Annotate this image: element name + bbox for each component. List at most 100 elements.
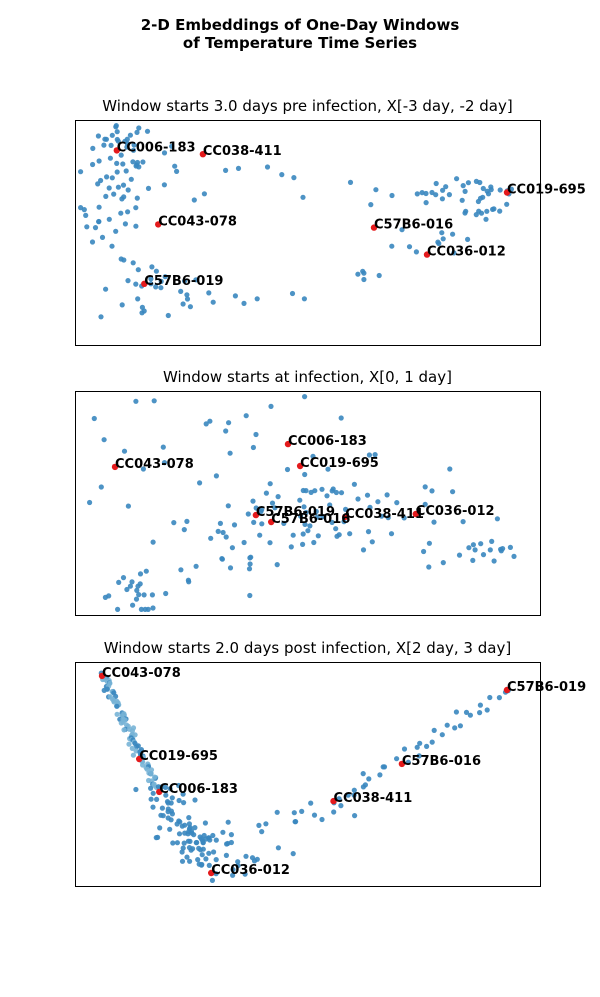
data-point	[130, 602, 136, 608]
data-point	[180, 791, 186, 797]
data-point	[274, 809, 280, 815]
data-point	[174, 168, 180, 174]
data-point	[141, 308, 147, 314]
data-point	[114, 129, 120, 135]
highlight-point	[284, 440, 292, 448]
data-point	[467, 712, 473, 718]
data-point	[450, 231, 456, 237]
highlight-point	[199, 151, 207, 158]
data-point	[331, 809, 337, 815]
data-point	[220, 829, 226, 835]
data-point	[225, 840, 231, 847]
data-point	[275, 494, 281, 500]
data-point	[120, 182, 127, 188]
data-point	[132, 732, 138, 738]
data-point	[180, 301, 186, 307]
data-point	[462, 210, 468, 216]
data-point	[125, 503, 131, 509]
data-point	[129, 745, 135, 752]
data-point	[172, 163, 178, 169]
data-point	[127, 583, 133, 589]
data-point	[253, 431, 259, 438]
data-point	[389, 192, 395, 199]
data-point	[125, 187, 131, 193]
data-point	[302, 471, 308, 478]
data-point	[290, 851, 296, 857]
data-point	[440, 187, 446, 193]
data-point	[375, 499, 381, 505]
highlight-point	[503, 686, 511, 694]
data-point	[118, 152, 124, 158]
data-point	[87, 499, 93, 506]
data-point	[300, 194, 306, 200]
data-point	[135, 296, 141, 302]
data-point	[201, 191, 207, 197]
data-point	[170, 840, 176, 846]
data-point	[497, 187, 503, 193]
data-point	[439, 196, 445, 202]
data-point	[160, 444, 166, 450]
data-point	[136, 125, 142, 131]
data-point	[150, 804, 156, 810]
data-point	[380, 764, 386, 770]
highlight-label: CC043-078	[102, 666, 181, 681]
data-point	[263, 490, 269, 496]
data-point	[366, 776, 372, 782]
data-point	[171, 520, 177, 526]
highlight-point	[252, 511, 260, 519]
data-point	[272, 505, 278, 511]
highlight-label: CC019-695	[300, 456, 379, 471]
panel-title-infection: Window starts at infection, X[0, 1 day]	[163, 368, 452, 386]
data-point	[250, 444, 256, 451]
data-point	[228, 832, 234, 838]
data-point	[138, 606, 144, 613]
data-point	[137, 571, 144, 577]
data-point	[115, 606, 121, 613]
data-point	[154, 796, 160, 803]
data-point	[140, 466, 146, 472]
data-point	[253, 505, 259, 511]
data-point	[134, 162, 140, 168]
data-point	[465, 236, 471, 242]
data-point	[457, 723, 463, 729]
highlight-point	[136, 755, 143, 763]
data-point	[480, 185, 486, 192]
axes-frame	[75, 391, 541, 616]
data-point	[129, 579, 135, 585]
data-point	[137, 581, 143, 587]
data-point	[484, 707, 490, 713]
data-point	[343, 506, 349, 512]
data-point	[113, 123, 119, 129]
highlight-point	[155, 221, 162, 228]
data-point	[133, 786, 139, 793]
highlight-label: C57B6-016	[271, 512, 350, 527]
data-point	[225, 819, 231, 825]
data-point	[125, 209, 131, 215]
data-point	[127, 132, 133, 138]
data-point	[259, 521, 265, 527]
data-point	[81, 207, 87, 213]
data-point	[190, 846, 196, 852]
data-point	[202, 820, 208, 826]
data-point	[394, 756, 400, 762]
data-point	[379, 513, 385, 519]
data-point	[293, 819, 299, 825]
data-point	[494, 516, 500, 522]
data-point	[308, 800, 314, 806]
data-point	[284, 466, 291, 473]
data-point	[368, 202, 374, 208]
data-point	[281, 520, 287, 527]
data-point	[163, 792, 169, 798]
data-point	[184, 854, 190, 860]
data-point	[454, 176, 460, 182]
data-point	[431, 519, 437, 525]
data-point	[206, 290, 212, 296]
data-point	[148, 276, 154, 282]
data-point	[133, 748, 139, 754]
data-point	[241, 539, 247, 546]
data-point	[372, 452, 378, 458]
data-point	[121, 448, 128, 454]
data-point	[169, 795, 175, 801]
data-point	[360, 547, 367, 553]
